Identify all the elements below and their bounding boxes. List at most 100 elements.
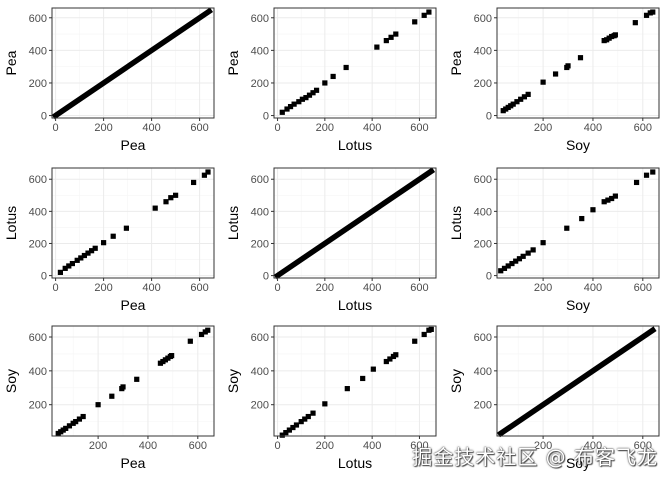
x-tick-label: 600: [634, 122, 652, 134]
panel-border: [273, 7, 437, 119]
x-tick-label: 400: [363, 440, 381, 452]
panel-2-2: 0 200 400 600 0 200 400 600 Lotus Lotus: [225, 167, 437, 313]
y-tick-label: 200: [251, 238, 269, 250]
data-point: [509, 260, 515, 267]
y-tick-label: 200: [474, 238, 492, 250]
data-point: [370, 366, 376, 372]
x-tick-label: 200: [316, 440, 334, 452]
y-tick-label: 400: [474, 45, 492, 57]
data-point: [313, 87, 320, 93]
data-point: [191, 179, 197, 186]
x-axis-title: Soy: [566, 297, 590, 313]
panel-1-2: 0 200 400 600 0 200 400 600 Lotus Pea: [225, 7, 437, 153]
y-tick-label: 600: [251, 174, 269, 186]
data-point: [426, 9, 432, 15]
x-tick-label: 400: [142, 122, 160, 134]
data-point: [388, 34, 394, 40]
data-point: [298, 419, 304, 425]
y-tick-label: 600: [29, 174, 47, 186]
data-point: [74, 257, 80, 263]
y-tick-label: 0: [263, 111, 269, 123]
y-tick-label: 400: [474, 366, 492, 378]
y-axis-title: Pea: [448, 50, 464, 75]
y-tick-label: 600: [474, 332, 492, 344]
data-point: [62, 265, 68, 271]
data-point: [291, 101, 297, 107]
data-point: [521, 94, 528, 100]
y-tick-label: 400: [474, 206, 492, 218]
data-point: [501, 265, 508, 271]
x-tick-label: 0: [274, 122, 280, 134]
x-tick-label: 0: [53, 122, 59, 134]
data-point: [293, 422, 300, 428]
data-point: [152, 205, 158, 211]
x-tick-label: 400: [139, 440, 157, 452]
panel-border: [273, 167, 437, 279]
data-point: [579, 215, 585, 222]
data-point: [428, 326, 434, 332]
data-point: [605, 197, 611, 203]
y-tick-label: 200: [29, 238, 47, 250]
data-point: [643, 172, 650, 178]
x-axis-title: Soy: [566, 137, 590, 153]
panel-border: [51, 325, 215, 437]
y-tick-label: 200: [251, 78, 269, 90]
data-point: [81, 252, 87, 259]
panel-border: [51, 7, 215, 119]
data-point: [279, 432, 285, 438]
data-point: [283, 430, 289, 436]
data-point: [109, 393, 115, 399]
data-point: [66, 423, 73, 429]
data-point: [632, 20, 638, 26]
y-axis-title: Soy: [3, 369, 19, 393]
y-tick-label: 0: [263, 271, 269, 283]
x-tick-label: 600: [410, 440, 428, 452]
data-point: [205, 169, 211, 175]
panel-3-2: 0 200 400 600 200 400 600 Lotus Soy: [225, 325, 437, 471]
y-tick-label: 0: [486, 111, 492, 123]
data-point: [303, 95, 309, 101]
data-point: [168, 195, 174, 201]
data-point: [601, 199, 607, 205]
data-point: [134, 376, 140, 382]
data-point: [650, 9, 656, 15]
panel-border: [496, 7, 660, 119]
data-point: [360, 375, 366, 382]
data-point: [518, 96, 524, 102]
x-tick-label: 200: [89, 440, 107, 452]
y-tick-label: 600: [29, 332, 47, 344]
data-point: [540, 240, 546, 246]
data-point: [590, 207, 596, 213]
x-tick-label: 600: [190, 122, 208, 134]
panel-border: [273, 325, 437, 437]
x-tick-label: 400: [363, 282, 381, 294]
x-tick-label: 200: [316, 122, 334, 134]
data-point: [120, 384, 126, 390]
data-point: [101, 240, 107, 246]
data-point: [374, 44, 380, 50]
data-point: [123, 225, 129, 231]
panel-3-1: 200 400 600 200 400 600 Pea Soy: [3, 325, 215, 471]
data-point: [513, 258, 519, 264]
data-point: [577, 55, 584, 61]
data-point: [95, 402, 101, 408]
data-point: [514, 99, 520, 105]
data-point: [330, 73, 336, 80]
data-point: [643, 12, 650, 18]
x-axis-title: Lotus: [338, 455, 372, 471]
x-tick-label: 200: [94, 122, 112, 134]
x-axis-title: Lotus: [338, 137, 372, 153]
data-point: [525, 250, 531, 256]
x-tick-label: 400: [363, 122, 381, 134]
x-tick-label: 400: [584, 122, 602, 134]
y-tick-label: 600: [474, 174, 492, 186]
data-point: [540, 79, 546, 85]
data-point: [393, 352, 399, 358]
x-tick-label: 600: [410, 122, 428, 134]
data-line-dense: [273, 167, 436, 280]
data-point: [498, 268, 504, 274]
x-tick-label: 0: [53, 282, 59, 294]
x-axis-title: Pea: [121, 455, 146, 471]
x-tick-label: 600: [190, 282, 208, 294]
y-axis-title: Soy: [225, 369, 241, 393]
